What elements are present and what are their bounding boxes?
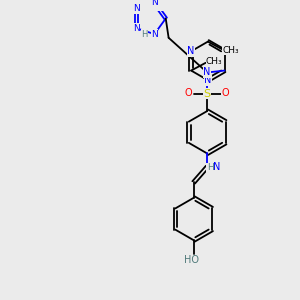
Text: H: H	[207, 164, 214, 172]
Text: S: S	[204, 89, 211, 99]
Text: CH₃: CH₃	[223, 46, 239, 55]
Text: O: O	[184, 88, 192, 98]
Text: CH₃: CH₃	[206, 57, 223, 66]
Text: N: N	[133, 24, 140, 33]
Text: N: N	[133, 4, 140, 14]
Text: N: N	[213, 162, 220, 172]
Text: N: N	[188, 46, 195, 56]
Text: N: N	[151, 30, 158, 39]
Text: HO: HO	[184, 256, 199, 266]
Text: N: N	[203, 68, 211, 77]
Text: O: O	[222, 88, 229, 98]
Text: N: N	[204, 75, 211, 85]
Text: N: N	[151, 0, 158, 8]
Text: H: H	[142, 30, 148, 39]
